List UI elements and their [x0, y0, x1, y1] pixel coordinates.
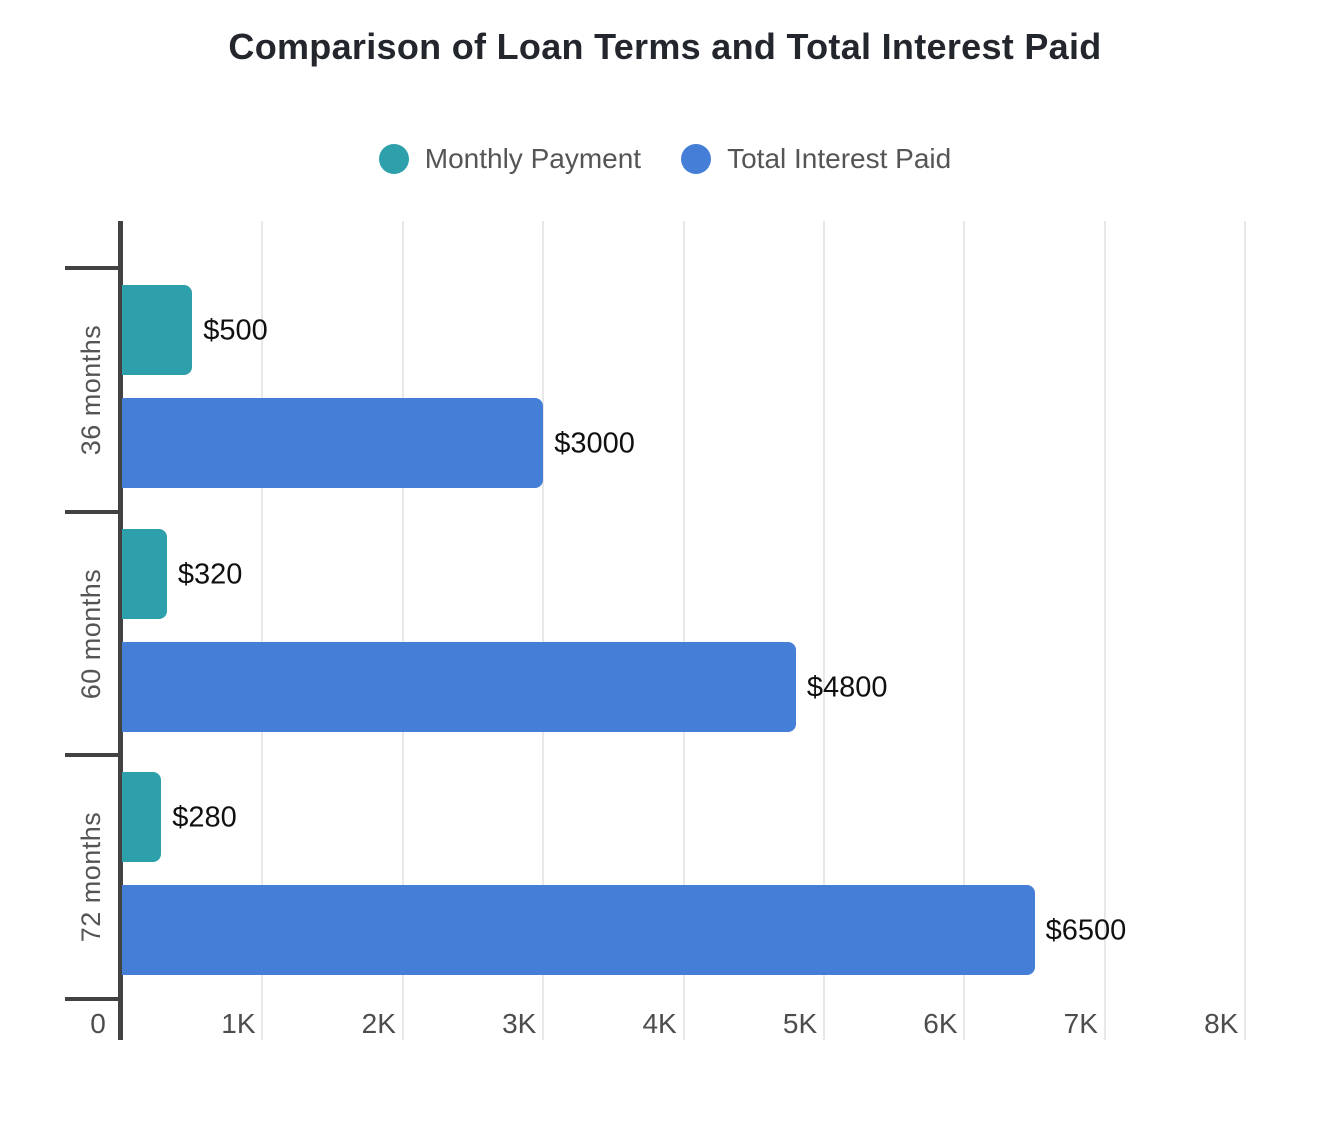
bar-value-label: $320: [177, 558, 243, 591]
bar-value-label: $3000: [554, 427, 635, 460]
bar-monthly-payment: [122, 528, 167, 619]
legend-label-monthly-payment: Monthly Payment: [424, 143, 642, 174]
legend-swatch-monthly-payment-icon: [378, 144, 409, 174]
x-gridline: [1103, 221, 1106, 1040]
bar-value-label: $4800: [806, 671, 888, 704]
y-category-label: 36 months: [76, 324, 106, 456]
x-gridline: [401, 221, 404, 1040]
legend-label-total-interest-paid: Total Interest Paid: [727, 143, 952, 174]
bar-value-label: $280: [172, 801, 237, 834]
legend-item-monthly-payment: Monthly Payment: [378, 143, 642, 175]
chart-title: Comparison of Loan Terms and Total Inter…: [228, 26, 1102, 67]
x-gridline: [682, 221, 685, 1040]
x-tick-label: 7K: [1063, 1008, 1098, 1039]
bar-monthly-payment: [122, 772, 162, 863]
x-tick-label: 0: [90, 1008, 106, 1039]
x-gridline: [963, 221, 966, 1040]
bar-monthly-payment: [122, 285, 193, 375]
legend-swatch-total-interest-paid-icon: [681, 144, 712, 174]
y-category-label: 72 months: [76, 811, 106, 943]
x-gridline: [823, 221, 825, 1040]
x-tick-label: 3K: [502, 1008, 537, 1039]
x-gridline: [542, 221, 545, 1040]
x-tick-label: 2K: [361, 1008, 396, 1039]
bar-total-interest-paid: [122, 885, 1035, 976]
x-gridline: [1244, 221, 1247, 1040]
y-axis-tick: [65, 753, 118, 758]
y-axis-tick: [65, 266, 118, 270]
x-tick-label: 1K: [221, 1008, 256, 1039]
x-tick-label: 4K: [642, 1008, 677, 1039]
y-axis-tick: [65, 997, 118, 1001]
y-axis-tick: [65, 509, 118, 514]
bar-total-interest-paid: [122, 398, 544, 488]
bar-value-label: $500: [203, 314, 268, 347]
y-axis-line: [118, 221, 123, 1040]
bar-total-interest-paid: [122, 641, 796, 732]
x-tick-label: 6K: [923, 1008, 958, 1039]
x-tick-label: 8K: [1204, 1008, 1239, 1039]
x-gridline: [261, 221, 264, 1040]
bar-value-label: $6500: [1045, 914, 1127, 947]
legend: Monthly Payment Total Interest Paid: [0, 143, 1330, 175]
legend-item-total-interest-paid: Total Interest Paid: [681, 143, 951, 175]
x-tick-label: 5K: [782, 1008, 818, 1039]
y-category-label: 60 months: [76, 568, 106, 699]
